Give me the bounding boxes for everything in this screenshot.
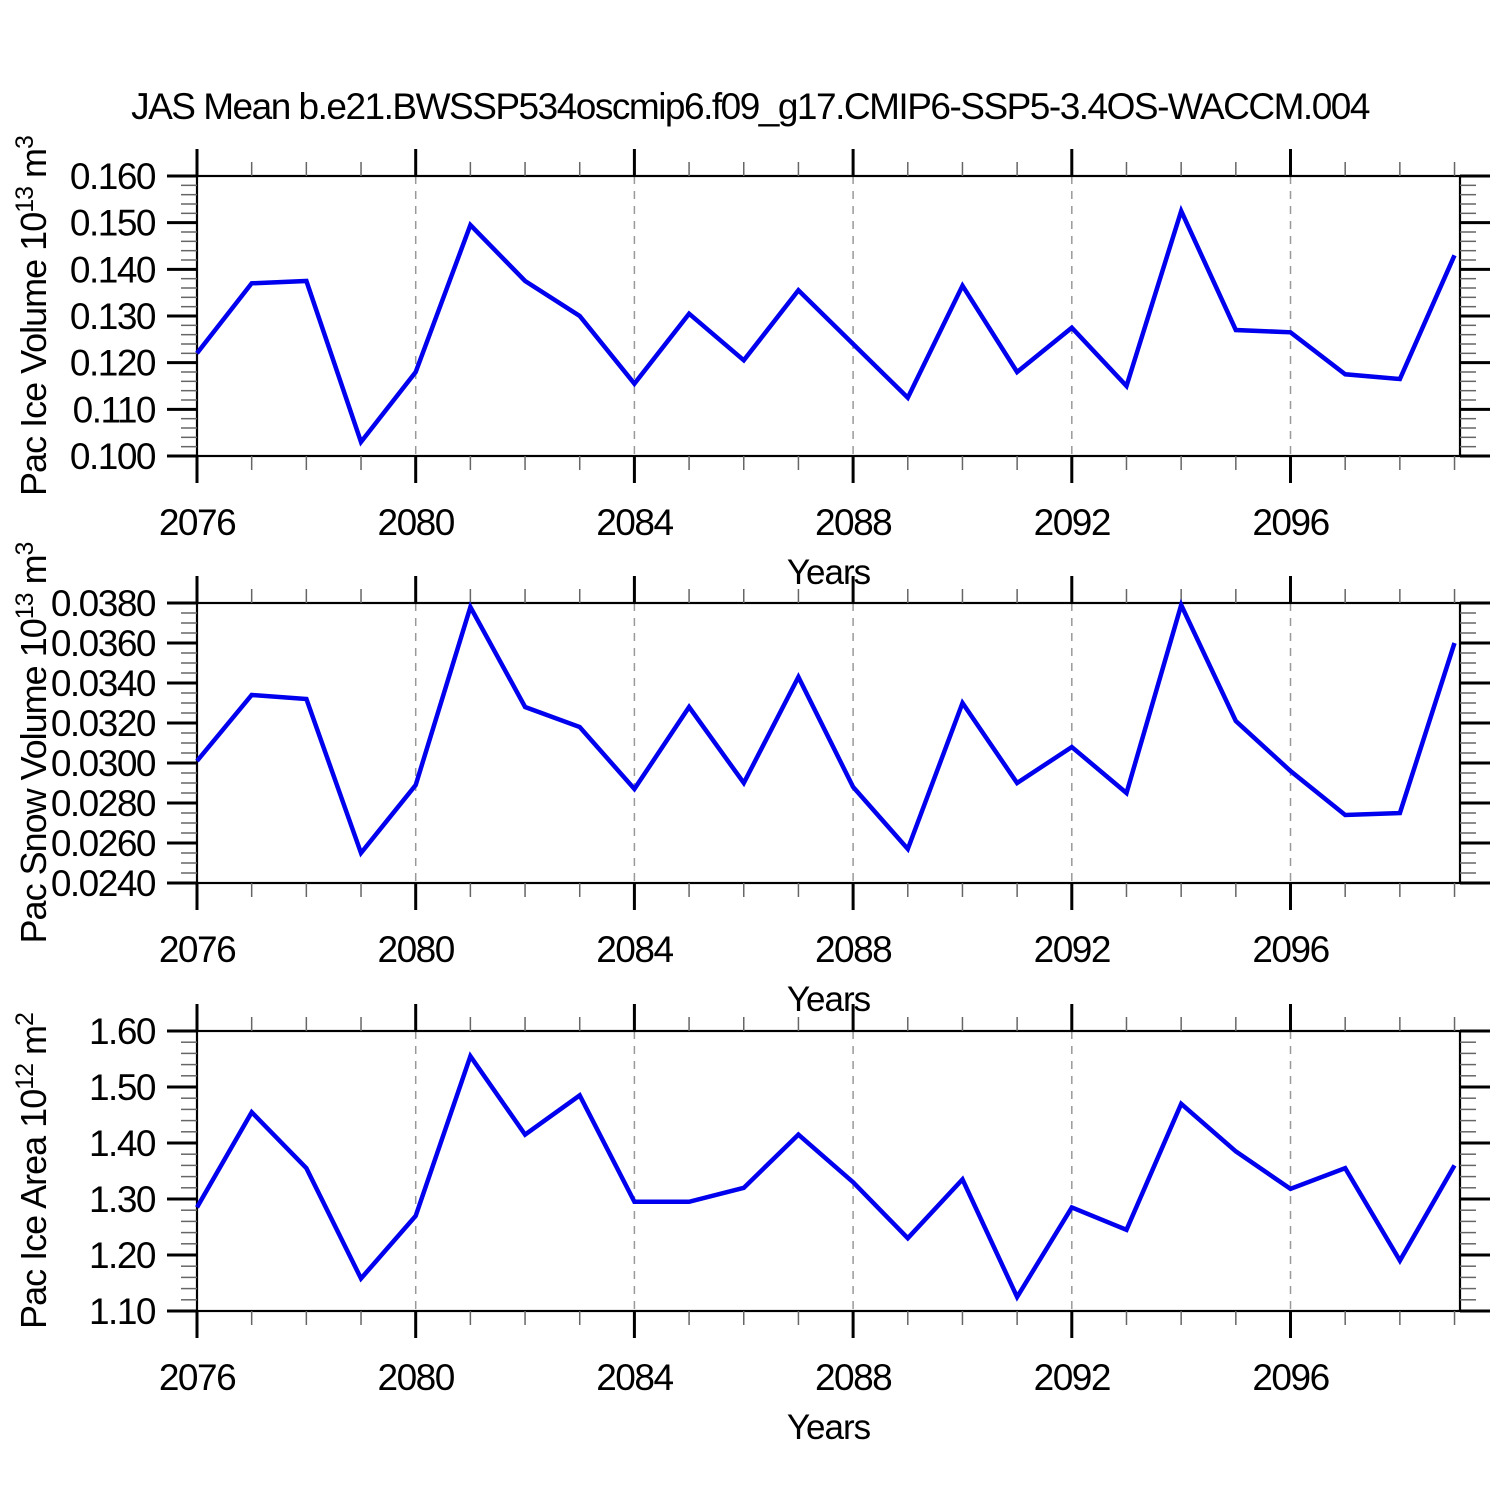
y-tick-label: 1.50 [89,1067,156,1108]
x-tick-label: 2092 [1034,1357,1110,1398]
chart-panel-1: 0.02400.02600.02800.03000.03200.03400.03… [11,542,1490,1019]
x-tick-label: 2088 [815,1357,891,1398]
x-axis-title: Years [787,553,871,592]
y-tick-label: 0.130 [70,296,156,337]
x-tick-label: 2084 [596,502,673,543]
y-tick-label: 0.0260 [51,823,156,864]
y-tick-label: 0.0320 [51,703,156,744]
axis-frame [195,601,1462,885]
y-tick-label: 0.0360 [51,623,156,664]
chart-panel-2: 1.10 1.20 1.30 1.40 1.50 1.60 2076 2080 2084 2088… [11,1004,1490,1447]
x-tick-label: 2080 [378,1357,455,1398]
x-tick-label: 2076 [159,502,235,543]
x-tick-label: 2080 [378,502,455,543]
x-axis-title: Years [787,980,871,1019]
x-tick-label: 2096 [1252,1357,1328,1398]
y-tick-label: 0.110 [73,389,156,430]
y-tick-label: 1.10 [89,1291,156,1332]
y-tick-label: 0.150 [70,203,156,244]
series-line [195,598,1457,858]
y-tick-label: 1.60 [89,1011,156,1052]
x-tick-label: 2076 [159,929,235,970]
chart-panel-0: 0.100 0.110 0.120 0.130 0.140 0.150 0.160 2076 2… [11,136,1490,592]
y-tick-label: 0.100 [70,436,156,477]
y-tick-label: 0.0280 [51,783,156,824]
figure-title: JAS Mean b.e21.BWSSP534oscmip6.f09_g17.C… [131,86,1370,127]
x-tick-label: 2092 [1034,929,1110,970]
y-tick-label: 0.0340 [51,663,156,704]
y-tick-label: 1.30 [89,1179,156,1220]
y-axis-title: Pac Ice Volume 1013 m3 [11,136,54,496]
y-tick-label: 0.0380 [51,583,156,624]
series-line [195,1051,1457,1302]
x-axis-title: Years [787,1408,871,1447]
x-tick-label: 2092 [1034,502,1110,543]
axis-frame [195,1029,1462,1313]
x-tick-label: 2096 [1252,929,1328,970]
y-tick-label: 0.0240 [51,863,156,904]
y-tick-label: 0.140 [70,249,156,290]
x-tick-label: 2084 [596,1357,673,1398]
y-tick-label: 1.20 [89,1235,156,1276]
x-tick-label: 2088 [815,929,891,970]
x-tick-label: 2076 [159,1357,235,1398]
x-tick-label: 2088 [815,502,891,543]
axis-frame [195,174,1462,458]
y-tick-label: 0.160 [70,156,156,197]
y-tick-label: 1.40 [89,1123,156,1164]
y-tick-label: 0.120 [70,343,156,384]
y-axis-title: Pac Ice Area 1012 m2 [11,1013,54,1329]
x-tick-label: 2080 [378,929,455,970]
x-tick-label: 2084 [596,929,673,970]
y-tick-label: 0.0300 [51,743,156,784]
y-axis-title: Pac Snow Volume 1013 m3 [11,542,54,943]
series-line [195,204,1457,447]
x-tick-label: 2096 [1252,502,1328,543]
